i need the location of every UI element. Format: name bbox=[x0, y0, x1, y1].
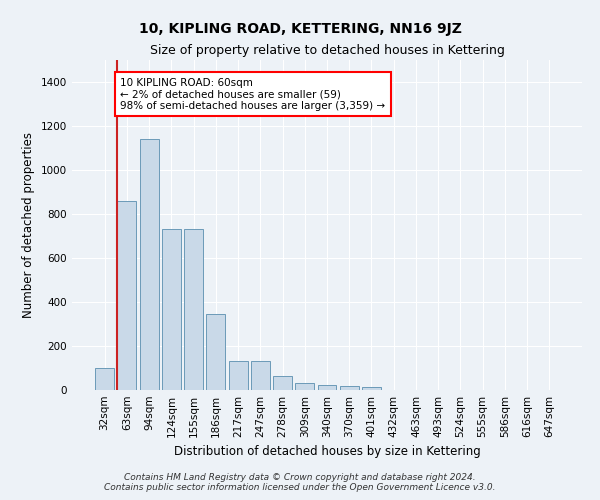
Bar bbox=[340, 386, 359, 390]
Bar bbox=[95, 368, 114, 390]
Y-axis label: Number of detached properties: Number of detached properties bbox=[22, 132, 35, 318]
Bar bbox=[295, 383, 314, 390]
Text: Contains HM Land Registry data © Crown copyright and database right 2024.: Contains HM Land Registry data © Crown c… bbox=[124, 474, 476, 482]
Text: 10 KIPLING ROAD: 60sqm
← 2% of detached houses are smaller (59)
98% of semi-deta: 10 KIPLING ROAD: 60sqm ← 2% of detached … bbox=[120, 78, 385, 111]
Bar bbox=[206, 314, 225, 390]
Bar bbox=[162, 230, 181, 390]
Bar bbox=[229, 362, 248, 390]
Bar bbox=[184, 230, 203, 390]
Title: Size of property relative to detached houses in Kettering: Size of property relative to detached ho… bbox=[149, 44, 505, 58]
Bar bbox=[140, 139, 158, 390]
X-axis label: Distribution of detached houses by size in Kettering: Distribution of detached houses by size … bbox=[173, 446, 481, 458]
Text: 10, KIPLING ROAD, KETTERING, NN16 9JZ: 10, KIPLING ROAD, KETTERING, NN16 9JZ bbox=[139, 22, 461, 36]
Text: Contains public sector information licensed under the Open Government Licence v3: Contains public sector information licen… bbox=[104, 484, 496, 492]
Bar bbox=[251, 362, 270, 390]
Bar bbox=[118, 201, 136, 390]
Bar bbox=[317, 385, 337, 390]
Bar bbox=[362, 387, 381, 390]
Bar bbox=[273, 376, 292, 390]
